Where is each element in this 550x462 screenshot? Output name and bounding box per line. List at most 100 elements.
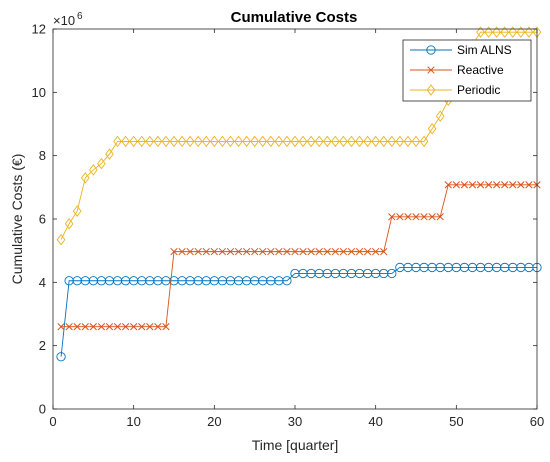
data-point xyxy=(290,135,300,148)
data-point xyxy=(371,135,380,148)
legend-marker xyxy=(426,84,436,96)
data-point xyxy=(396,213,404,221)
x-axis: 0 10 20 30 40 50 60 xyxy=(49,29,544,429)
legend-entry: Reactive xyxy=(410,63,504,77)
data-point xyxy=(508,26,518,38)
data-point xyxy=(347,135,356,148)
data-point xyxy=(72,205,82,217)
legend-label: Periodic xyxy=(457,83,500,97)
data-point xyxy=(169,135,179,148)
data-point xyxy=(89,323,97,331)
data-point xyxy=(194,247,202,256)
data-point xyxy=(339,135,348,148)
data-point xyxy=(501,181,509,189)
data-point xyxy=(210,247,218,256)
data-point xyxy=(251,247,259,256)
data-point xyxy=(298,135,308,148)
data-point xyxy=(97,323,106,331)
data-point xyxy=(170,247,178,256)
data-point xyxy=(201,135,211,148)
data-point xyxy=(80,172,90,184)
data-point xyxy=(234,247,243,256)
y-tick-label: 4 xyxy=(39,275,46,290)
data-point xyxy=(73,323,81,331)
data-point xyxy=(259,247,267,256)
data-point xyxy=(65,323,73,331)
data-point xyxy=(363,135,372,148)
data-point xyxy=(129,135,138,148)
y-tick-label: 6 xyxy=(39,212,46,227)
data-point xyxy=(193,135,203,148)
data-point xyxy=(56,352,66,362)
data-point xyxy=(404,213,412,221)
legend-entry: Periodic xyxy=(410,83,500,97)
data-point xyxy=(436,213,444,221)
y-tick-label: 2 xyxy=(39,338,46,353)
x-tick-label: 50 xyxy=(449,414,463,429)
series-layer xyxy=(56,26,542,362)
data-point xyxy=(274,135,284,148)
data-point xyxy=(282,135,292,148)
data-point xyxy=(419,135,429,148)
data-point xyxy=(146,323,154,331)
data-point xyxy=(121,323,130,331)
data-point xyxy=(500,26,510,38)
data-point xyxy=(81,323,89,331)
data-point xyxy=(145,135,155,148)
y-axis: 0 2 4 6 8 10 12 xyxy=(32,22,537,417)
data-point xyxy=(154,323,162,331)
data-point xyxy=(258,135,268,148)
data-point xyxy=(121,135,130,148)
x-tick-label: 40 xyxy=(368,414,382,429)
data-point xyxy=(226,247,235,256)
data-point xyxy=(234,135,243,148)
legend-entry: Sim ALNS xyxy=(410,43,512,57)
data-point xyxy=(275,247,283,256)
data-point xyxy=(89,164,98,176)
y-tick-label: 12 xyxy=(32,22,46,37)
data-point xyxy=(517,181,525,189)
data-point xyxy=(355,247,364,256)
data-point xyxy=(250,135,259,148)
data-point xyxy=(484,26,493,38)
data-point xyxy=(476,181,485,189)
x-tick-label: 10 xyxy=(126,414,140,429)
data-point xyxy=(372,247,380,256)
data-point xyxy=(476,26,485,38)
data-point xyxy=(452,181,460,189)
data-point xyxy=(105,323,114,331)
x-tick-label: 30 xyxy=(288,414,302,429)
x-axis-label: Time [quarter] xyxy=(252,437,339,453)
data-point xyxy=(299,247,307,256)
data-point xyxy=(218,135,227,148)
data-point xyxy=(113,135,122,148)
data-point xyxy=(363,247,372,256)
data-point xyxy=(493,181,501,189)
data-point xyxy=(428,213,436,221)
data-point xyxy=(177,135,187,148)
chart-title: Cumulative Costs xyxy=(231,9,358,26)
data-point xyxy=(283,247,291,256)
data-point xyxy=(306,135,316,148)
data-point xyxy=(460,181,469,189)
legend: Sim ALNS Reactive Periodic xyxy=(402,39,532,102)
data-point xyxy=(202,247,210,256)
data-point xyxy=(161,135,171,148)
data-point xyxy=(412,213,420,221)
data-point xyxy=(186,247,194,256)
x-tick-label: 60 xyxy=(530,414,544,429)
data-point xyxy=(525,181,533,189)
data-point xyxy=(331,135,340,148)
data-point xyxy=(403,135,413,148)
legend-marker xyxy=(427,66,435,74)
data-point xyxy=(355,135,364,148)
data-point xyxy=(162,323,170,331)
data-point xyxy=(105,148,114,160)
y-tick-label: 10 xyxy=(32,85,46,100)
data-point xyxy=(411,135,421,148)
data-point xyxy=(267,247,275,256)
data-point xyxy=(137,135,147,148)
data-point xyxy=(387,135,397,148)
data-point xyxy=(185,135,195,148)
